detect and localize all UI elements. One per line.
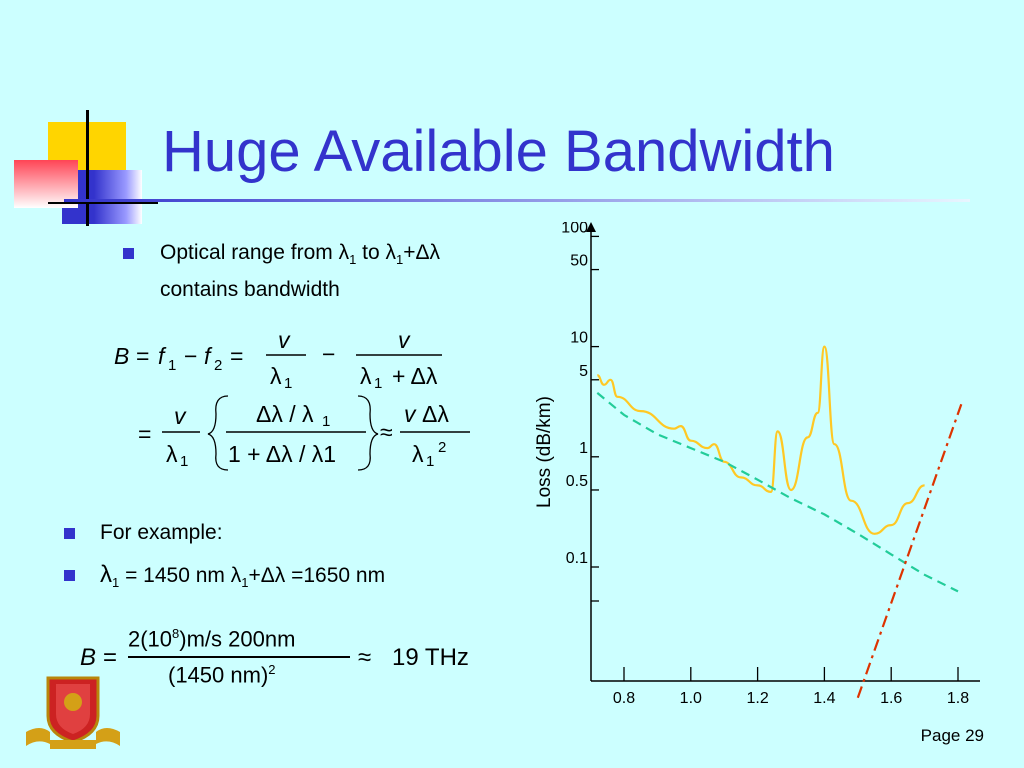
slide-title: Huge Available Bandwidth: [162, 119, 835, 184]
y-tick-label: 100: [561, 222, 588, 236]
y-axis-arrow: [586, 222, 596, 232]
svg-text:B: B: [114, 343, 129, 369]
svg-text:1: 1: [168, 357, 176, 374]
y-tick-label: 10: [570, 330, 588, 347]
svg-text:λ: λ: [360, 363, 372, 389]
y-axis-label: Loss (dB/km): [534, 396, 555, 508]
decor-horizontal-line: [48, 202, 158, 204]
svg-text:2: 2: [214, 357, 222, 374]
rayleigh-scattering-curve: [596, 392, 959, 593]
y-tick-label: 50: [570, 253, 588, 270]
infrared-absorption-curve: [856, 403, 963, 699]
svg-text:Δλ: Δλ: [422, 401, 449, 427]
svg-text:Δλ / λ: Δλ / λ: [256, 401, 314, 427]
svg-text:=: =: [138, 421, 151, 447]
svg-text:1: 1: [322, 413, 330, 430]
page-number: Page 29: [920, 726, 984, 745]
svg-text:−: −: [322, 341, 335, 367]
eq-fraction-bar: [128, 656, 350, 658]
svg-text:1: 1: [374, 375, 382, 392]
fiber-loss-curve: [596, 345, 925, 535]
eq-lhs: B =: [80, 644, 117, 671]
svg-text:f: f: [204, 343, 213, 369]
svg-text:v: v: [278, 327, 291, 353]
svg-text:v: v: [398, 327, 411, 353]
svg-text:≈: ≈: [380, 419, 393, 445]
svg-text:=: =: [230, 343, 243, 369]
bullet-marker: [123, 248, 134, 259]
y-tick-label: 1: [579, 440, 588, 457]
x-tick-label: 1.6: [880, 690, 902, 707]
y-tick-label: 5: [579, 363, 588, 380]
example-equation: B = 2(108)m/s 200nm (1450 nm)2 ≈ 19 THz: [80, 624, 500, 694]
svg-text:−: −: [184, 343, 197, 369]
eq-approx: ≈: [358, 644, 372, 671]
svg-text:2: 2: [438, 439, 446, 456]
title-underline: [64, 199, 970, 202]
y-tick-label: 0.5: [566, 473, 588, 490]
x-tick-label: 1.8: [947, 690, 969, 707]
bullet-wavelength-range: λ1 = 1450 nm λ1+Δλ =1650 nm: [100, 561, 386, 591]
svg-text:1: 1: [284, 375, 292, 392]
bullet-optical-range: Optical range from λ1 to λ1+Δλ contains …: [160, 241, 441, 302]
eq-numerator: 2(108)m/s 200nm: [128, 626, 296, 652]
bullet-marker: [64, 528, 75, 539]
svg-text:1: 1: [180, 453, 188, 470]
svg-text:v: v: [174, 403, 187, 429]
svg-text:λ: λ: [166, 441, 178, 467]
svg-text:1 + Δλ / λ1: 1 + Δλ / λ1: [228, 441, 336, 467]
bullet-marker: [64, 570, 75, 581]
fiber-loss-chart: 100 50 10 5 1 0.5 0.1 0.8 1.0 1.2 1.4 1.6 1.8 Loss (d…: [534, 222, 980, 707]
svg-text:v: v: [404, 401, 417, 427]
svg-text:1: 1: [426, 453, 434, 470]
eq-result: 19 THz: [392, 644, 469, 671]
svg-text:λ: λ: [270, 363, 282, 389]
svg-text:λ: λ: [412, 441, 424, 467]
y-tick-label: 0.1: [566, 550, 588, 567]
x-tick-label: 1.4: [813, 690, 835, 707]
svg-text:+ Δλ: + Δλ: [392, 363, 438, 389]
svg-text:=: =: [136, 343, 149, 369]
svg-text:f: f: [158, 343, 167, 369]
decor-vertical-line: [86, 110, 89, 226]
bullet-for-example: For example:: [100, 521, 223, 544]
x-tick-label: 0.8: [613, 690, 635, 707]
x-tick-label: 1.0: [680, 690, 702, 707]
x-tick-label: 1.2: [746, 690, 768, 707]
university-crest-logo: [26, 676, 120, 749]
eq-denominator: (1450 nm)2: [168, 662, 276, 688]
